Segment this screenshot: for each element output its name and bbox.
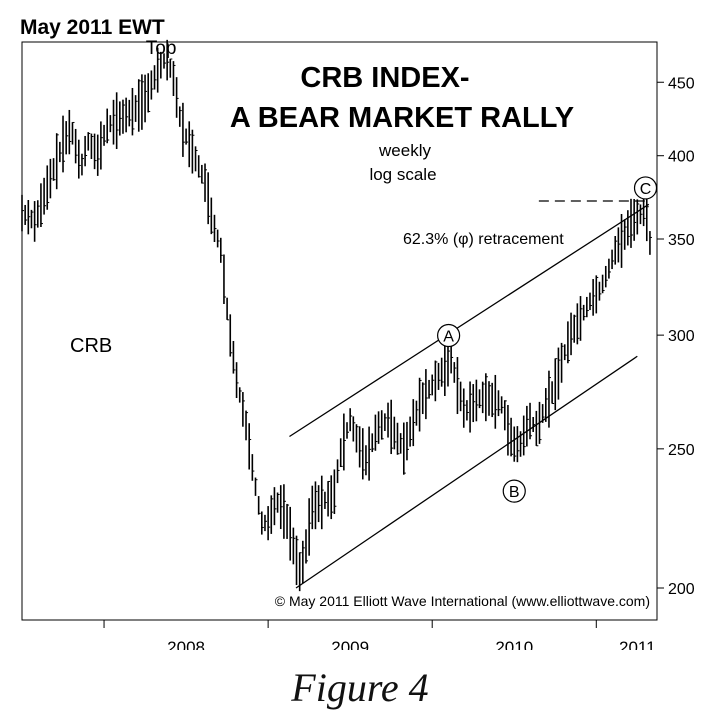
figure-caption: Figure 4	[291, 665, 429, 710]
x-tick-label: 2011	[619, 638, 656, 650]
crb-chart: 200 250 300 350 400 450 2008 2009 2010 2011 A B C T…	[21, 38, 695, 650]
y-tick-label: 200	[668, 581, 695, 598]
top-label: Top	[146, 38, 177, 59]
y-tick-label: 350	[668, 232, 695, 249]
wave-label-circle	[502, 479, 526, 503]
wave-label: A	[443, 329, 454, 346]
y-tick-label: 450	[668, 75, 695, 92]
chart-subtitle-2: log scale	[369, 165, 436, 184]
channel-upper-line	[289, 203, 650, 438]
annotations: A B C Top	[146, 38, 658, 503]
wave-label: B	[509, 484, 520, 501]
trend-channel	[289, 200, 651, 589]
chart-subtitle: weekly	[378, 141, 431, 160]
x-tick-label: 2008	[167, 638, 205, 650]
channel-lower-line	[295, 355, 638, 589]
chart-title: CRB INDEX-	[300, 62, 469, 94]
copyright-note: © May 2011 Elliott Wave International (w…	[275, 593, 650, 609]
x-tick-label: 2010	[495, 638, 533, 650]
y-tick-label: 400	[668, 149, 695, 166]
wave-label-circle	[437, 323, 461, 348]
plot-frame	[21, 41, 658, 621]
series-label: CRB	[70, 335, 112, 357]
y-axis: 200 250 300 350 400 450	[657, 75, 695, 598]
y-tick-label: 250	[668, 442, 695, 459]
retracement-label: 62.3% (φ) retracement	[403, 231, 564, 248]
report-header: May 2011 EWT	[20, 16, 165, 39]
x-axis: 2008 2009 2010 2011	[103, 620, 656, 650]
wave-label: C	[640, 181, 652, 198]
x-tick-label: 2009	[331, 638, 369, 650]
chart-title-line2: A BEAR MARKET RALLY	[230, 102, 574, 134]
price-bars	[21, 39, 652, 592]
wave-label-circle	[633, 176, 658, 200]
y-tick-label: 300	[668, 328, 695, 345]
